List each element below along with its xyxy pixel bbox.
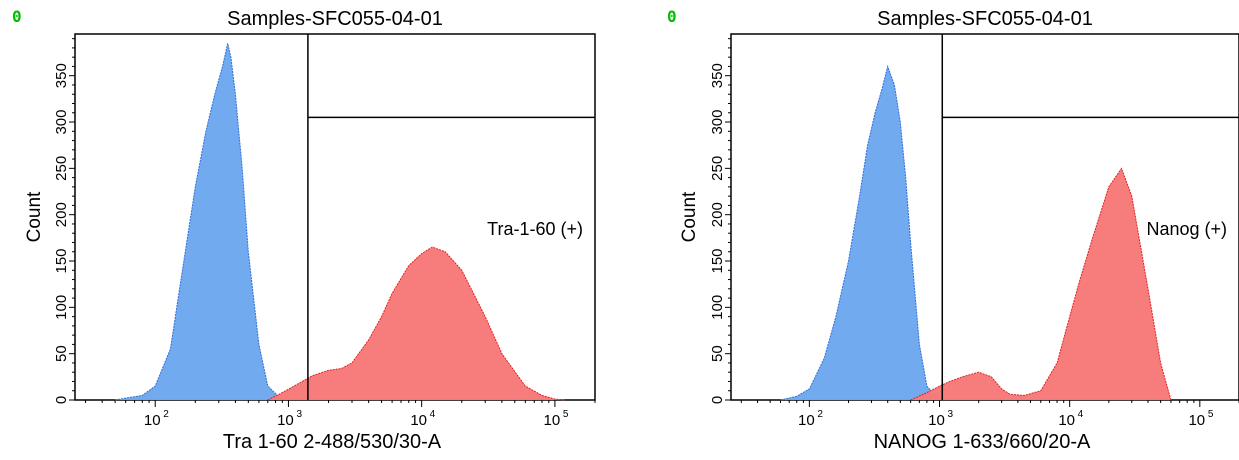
y-tick-label: 100	[53, 295, 70, 320]
histogram-panel-nanog: 0 Samples-SFC055-04-01 0 50 100 150 200 250 300 3…	[645, 0, 1239, 455]
panel-corner-label: 0	[667, 7, 677, 26]
chart-title: Samples-SFC055-04-01	[877, 8, 1093, 30]
x-tick-label: 10	[1188, 412, 1205, 429]
x-axis-label: NANOG 1-633/660/20-A	[874, 431, 1091, 453]
x-tick-exponent: 2	[817, 409, 823, 420]
y-tick-label: 250	[53, 156, 70, 181]
panel-corner-label: 0	[12, 7, 22, 26]
x-tick-exponent: 4	[1078, 409, 1084, 420]
gate-label: Nanog (+)	[1146, 219, 1227, 239]
x-tick-label: 10	[277, 412, 294, 429]
x-tick-exponent: 5	[563, 409, 569, 420]
y-tick-label: 0	[709, 396, 726, 404]
x-tick-exponent: 2	[163, 409, 169, 420]
y-tick-label: 100	[709, 295, 726, 320]
y-tick-label: 0	[53, 396, 70, 404]
y-tick-label: 300	[53, 110, 70, 135]
y-axis-label: Count	[24, 191, 45, 242]
x-tick-exponent: 3	[948, 409, 954, 420]
y-tick-label: 250	[709, 156, 726, 181]
x-tick-label: 10	[798, 412, 815, 429]
histogram-fill-0	[781, 66, 940, 400]
plot-frame	[731, 34, 1239, 400]
histogram-fill-1	[268, 247, 566, 400]
histogram-fill-0	[115, 43, 282, 400]
x-tick-label: 10	[410, 412, 427, 429]
y-tick-label: 350	[709, 63, 726, 88]
x-axis-label: Tra 1-60 2-488/530/30-A	[223, 431, 442, 453]
plot-frame	[75, 34, 595, 400]
y-tick-label: 300	[709, 110, 726, 135]
y-tick-label: 200	[53, 202, 70, 227]
chart-title: Samples-SFC055-04-01	[227, 8, 443, 30]
y-axis-label: Count	[679, 191, 700, 242]
x-tick-label: 10	[928, 412, 945, 429]
x-tick-label: 10	[544, 412, 561, 429]
y-tick-label: 150	[709, 248, 726, 273]
x-tick-label: 10	[144, 412, 161, 429]
x-tick-exponent: 4	[430, 409, 436, 420]
histogram-panel-tra160: 0 Samples-SFC055-04-01 0 50 100 150 200 250 300 3…	[0, 0, 610, 455]
y-tick-label: 50	[53, 345, 70, 362]
x-tick-label: 10	[1058, 412, 1075, 429]
gate-label: Tra-1-60 (+)	[487, 219, 583, 239]
y-tick-label: 350	[53, 63, 70, 88]
y-tick-label: 50	[709, 345, 726, 362]
x-tick-exponent: 3	[296, 409, 302, 420]
y-tick-label: 150	[53, 248, 70, 273]
x-tick-exponent: 5	[1208, 409, 1214, 420]
histogram-fill-1	[911, 168, 1171, 400]
chart-svg: 0 Samples-SFC055-04-01 0 50 100 150 200 250 300 3…	[645, 0, 1239, 455]
y-tick-label: 200	[709, 202, 726, 227]
chart-svg: 0 Samples-SFC055-04-01 0 50 100 150 200 250 300 3…	[0, 0, 610, 455]
